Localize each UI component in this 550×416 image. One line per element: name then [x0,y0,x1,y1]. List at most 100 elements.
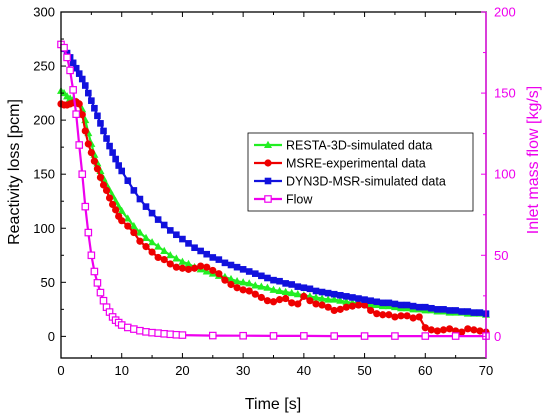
data-point-flow [148,328,156,337]
data-point-msre [105,194,114,202]
data-point-resta [336,296,345,304]
data-point-resta [318,294,327,302]
data-point-dyn3d [294,283,302,290]
data-point-dyn3d [270,276,277,284]
data-point-flow [421,332,430,340]
plot-area [57,40,490,340]
data-point-resta [330,295,339,303]
x-axis-title: Time [s] [245,396,301,413]
data-point-flow [60,43,68,52]
data-point-dyn3d [215,256,223,263]
data-point-dyn3d [282,280,289,287]
data-point-dyn3d [97,120,104,127]
x-tick-label: 40 [297,363,311,378]
data-point-dyn3d [136,195,144,203]
y2-tick-label: 0 [494,329,501,344]
data-point-resta [184,259,193,267]
data-point-msre [379,311,387,319]
data-point-dyn3d [63,49,71,57]
data-point-resta [202,267,211,275]
data-point-msre [336,305,344,313]
data-point-dyn3d [355,295,362,302]
data-point-dyn3d [85,89,92,97]
data-point-dyn3d [221,259,229,267]
data-point-flow [63,53,71,62]
data-point-dyn3d [78,75,86,83]
data-point-dyn3d [258,272,265,280]
data-point-msre [342,303,350,311]
data-point-msre [458,328,466,336]
data-point-msre [409,314,417,322]
data-point-dyn3d [428,304,435,312]
data-point-resta [366,300,375,309]
data-point-dyn3d [276,277,283,285]
data-point-msre [109,200,117,209]
data-point-flow [451,332,460,340]
data-point-msre [209,266,217,275]
data-point-msre [294,300,302,308]
data-point-msre [166,260,174,268]
data-point-msre [96,173,105,182]
data-point-dyn3d [185,240,192,247]
data-point-dyn3d [434,306,441,313]
data-point-msre [99,181,108,189]
data-point-flow [81,202,90,211]
data-point-dyn3d [385,299,393,307]
legend-label: DYN3D-MSR-simulated data [286,175,446,189]
data-point-msre [360,301,369,309]
data-point-dyn3d [446,307,453,314]
data-point-msre [397,312,405,320]
legend-entry-msre: MSRE-experimental data [254,157,426,171]
data-point-dyn3d [106,142,113,150]
legend-entry-resta: RESTA-3D-simulated data [254,139,432,153]
y-tick-label: 100 [33,221,55,236]
data-point-resta [245,279,254,287]
y-tick-label: 300 [33,5,55,20]
data-point-msre [172,263,180,271]
data-point-resta [257,282,266,290]
data-point-flow [172,330,181,339]
data-point-msre [102,186,111,195]
data-point-dyn3d [166,227,174,234]
data-point-flow [166,330,175,339]
data-point-dyn3d [264,274,271,282]
data-point-msre [330,306,338,315]
data-point-dyn3d [115,162,122,169]
data-point-resta [160,246,169,254]
data-point-flow [269,332,278,340]
data-point-flow [99,296,108,305]
data-point-resta [324,295,333,303]
data-point-msre [318,301,326,309]
data-point-dyn3d [124,177,132,184]
data-point-flow [117,321,126,329]
data-point-flow [123,323,132,332]
data-point-msre [112,206,120,214]
data-point-dyn3d [100,127,107,135]
data-point-flow [90,267,99,276]
data-point-msre [288,299,296,307]
data-point-dyn3d [361,296,368,303]
data-point-msre [367,306,375,315]
x-tick-label: 0 [57,363,64,378]
data-point-msre [124,222,132,230]
data-point-msre [154,253,162,262]
data-point-dyn3d [179,235,186,243]
data-point-resta [342,297,351,305]
data-point-resta [227,274,235,283]
x-tick-label: 10 [114,363,128,378]
data-point-dyn3d [318,288,326,296]
data-point-dyn3d [452,307,459,314]
data-point-flow [330,332,339,340]
data-point-resta [287,288,296,297]
data-point-dyn3d [373,298,381,306]
legend-marker [264,177,272,185]
data-point-msre [197,262,205,270]
data-point-flow [239,331,247,340]
data-point-msre [415,313,423,321]
data-point-msre [221,276,229,284]
legend-label: RESTA-3D-simulated data [286,139,432,153]
data-point-dyn3d [197,247,204,255]
data-point-msre [245,287,253,295]
data-point-msre [184,265,193,273]
data-point-msre [263,297,272,305]
